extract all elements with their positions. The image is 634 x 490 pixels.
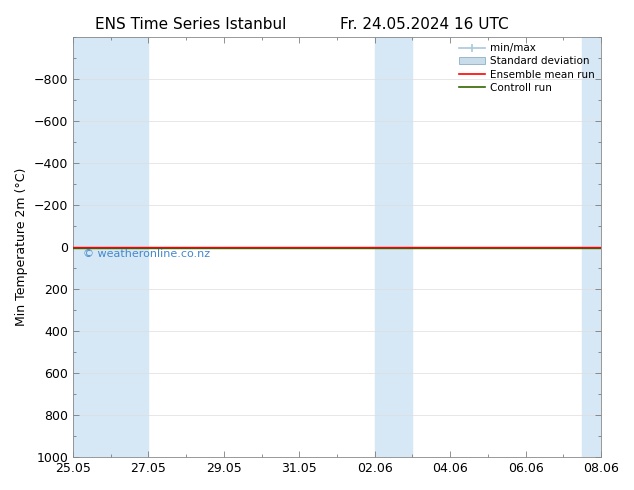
Bar	[582, 37, 601, 457]
Text: ENS Time Series Istanbul: ENS Time Series Istanbul	[94, 17, 286, 32]
Text: Fr. 24.05.2024 16 UTC: Fr. 24.05.2024 16 UTC	[340, 17, 509, 32]
Legend: min/max, Standard deviation, Ensemble mean run, Controll run: min/max, Standard deviation, Ensemble me…	[455, 39, 599, 97]
Text: © weatheronline.co.nz: © weatheronline.co.nz	[84, 249, 210, 259]
Bar	[375, 37, 413, 457]
Bar	[73, 37, 148, 457]
Y-axis label: Min Temperature 2m (°C): Min Temperature 2m (°C)	[15, 168, 28, 326]
